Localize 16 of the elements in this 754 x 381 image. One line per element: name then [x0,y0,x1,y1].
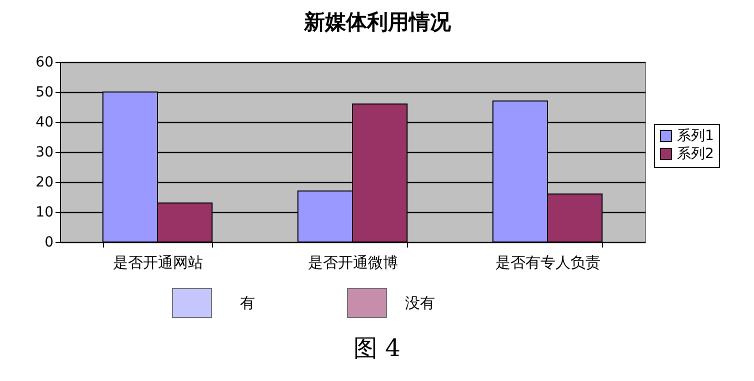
chart-title: 新媒体利用情况 [303,9,452,34]
legend-label: 系列1 [677,128,714,144]
text: 没有 [405,294,435,313]
y-tick-label: 20 [36,174,54,190]
x-tick-label: 是否有专人负责 [496,254,600,272]
y-tick-label: 30 [36,144,54,160]
y-tick-label: 10 [36,204,54,220]
x-tick-label: 是否开通微博 [308,254,398,272]
x-tick-label: 是否开通网站 [113,254,203,272]
legend-label: 系列2 [677,146,714,162]
y-tick-label: 50 [36,84,54,100]
y-tick-label: 60 [36,54,54,70]
text: 有 [240,294,255,313]
y-tick-label: 40 [36,114,54,130]
y-tick-label: 0 [44,234,54,250]
caption: 图 4 [352,333,402,364]
